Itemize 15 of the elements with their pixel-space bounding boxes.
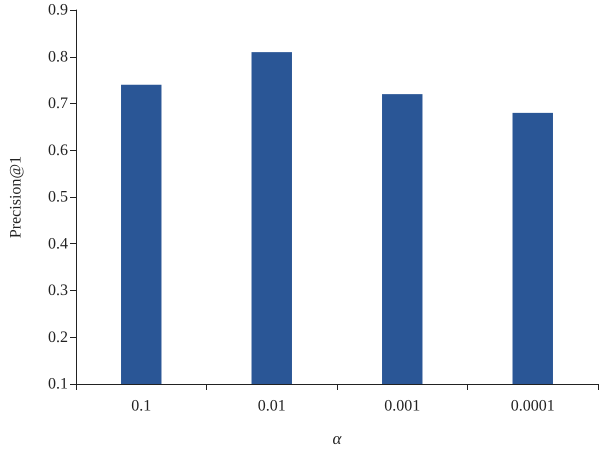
y-tick-label: 0.7 (48, 95, 68, 112)
x-tick-label: 0.1 (131, 398, 152, 414)
y-tick-label: 0.5 (48, 188, 68, 206)
x-axis-title: α (332, 429, 343, 448)
x-tick-label: 0.01 (258, 398, 286, 414)
x-tick-label: 0.0001 (510, 398, 555, 414)
y-tick-label: 0.1 (48, 376, 68, 392)
y-tick-label: 0.6 (48, 142, 68, 159)
x-tick-label: 0.001 (384, 398, 420, 414)
y-tick-label: 0.2 (48, 328, 68, 346)
y-tick-label: 0.9 (48, 2, 68, 18)
y-tick-label: 0.8 (48, 48, 68, 66)
y-tick-label: 0.4 (48, 235, 68, 252)
y-tick-label: 0.3 (48, 282, 68, 299)
y-axis-title: Precision@1 (8, 156, 24, 238)
